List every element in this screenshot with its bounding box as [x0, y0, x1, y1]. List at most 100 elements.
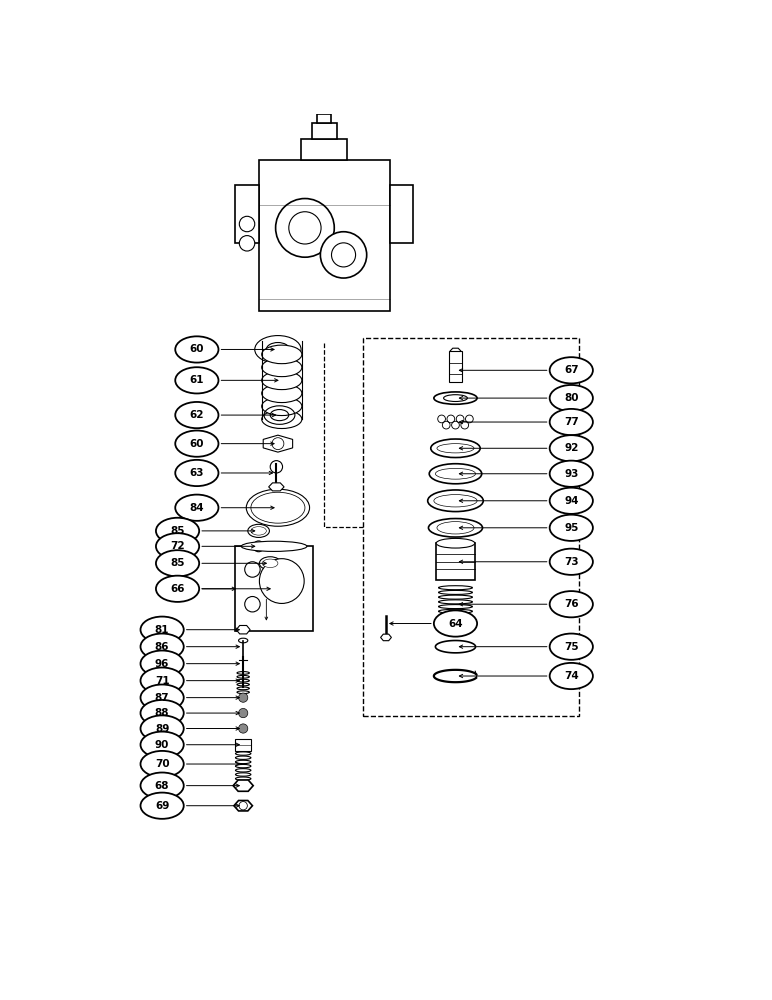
Polygon shape: [233, 780, 253, 791]
Ellipse shape: [141, 634, 184, 660]
Ellipse shape: [175, 460, 218, 486]
Text: 90: 90: [155, 740, 169, 750]
Text: 74: 74: [564, 671, 579, 681]
Ellipse shape: [248, 524, 269, 537]
Text: 85: 85: [171, 526, 185, 536]
Ellipse shape: [141, 751, 184, 777]
Ellipse shape: [550, 385, 593, 411]
Text: 77: 77: [564, 417, 579, 427]
Text: 60: 60: [190, 439, 204, 449]
Ellipse shape: [434, 495, 477, 507]
FancyBboxPatch shape: [235, 739, 251, 751]
Text: 63: 63: [190, 468, 204, 478]
Circle shape: [239, 216, 255, 232]
Text: 89: 89: [155, 724, 169, 734]
Ellipse shape: [428, 490, 483, 512]
FancyBboxPatch shape: [436, 543, 475, 580]
Text: 69: 69: [155, 801, 169, 811]
Ellipse shape: [550, 409, 593, 435]
Circle shape: [245, 596, 260, 612]
Polygon shape: [381, 634, 391, 641]
FancyBboxPatch shape: [235, 546, 313, 631]
Ellipse shape: [550, 663, 593, 689]
Text: 64: 64: [449, 619, 462, 629]
FancyBboxPatch shape: [390, 185, 413, 243]
Text: 66: 66: [171, 584, 185, 594]
Ellipse shape: [550, 549, 593, 575]
Text: 93: 93: [564, 469, 578, 479]
Ellipse shape: [262, 410, 302, 429]
Text: 75: 75: [564, 642, 578, 652]
Ellipse shape: [550, 461, 593, 487]
Text: 88: 88: [155, 708, 169, 718]
Ellipse shape: [437, 522, 474, 534]
Ellipse shape: [431, 439, 480, 458]
Circle shape: [272, 438, 284, 450]
Ellipse shape: [259, 557, 281, 570]
Ellipse shape: [251, 492, 305, 523]
Ellipse shape: [434, 392, 477, 404]
Text: 73: 73: [564, 557, 578, 567]
Ellipse shape: [141, 617, 184, 643]
Polygon shape: [234, 800, 252, 811]
Ellipse shape: [262, 397, 302, 416]
Ellipse shape: [141, 793, 184, 819]
Ellipse shape: [429, 464, 482, 484]
Ellipse shape: [239, 638, 248, 643]
Ellipse shape: [550, 435, 593, 461]
Text: 62: 62: [190, 410, 204, 420]
Ellipse shape: [550, 634, 593, 660]
Ellipse shape: [262, 559, 278, 568]
Circle shape: [331, 243, 356, 267]
Ellipse shape: [141, 700, 184, 726]
Ellipse shape: [175, 336, 218, 363]
Text: 70: 70: [155, 759, 169, 769]
Ellipse shape: [251, 527, 266, 535]
Circle shape: [320, 232, 367, 278]
Text: 60: 60: [190, 344, 204, 354]
Ellipse shape: [428, 519, 482, 537]
Ellipse shape: [550, 357, 593, 383]
FancyBboxPatch shape: [301, 139, 347, 160]
Ellipse shape: [444, 395, 467, 401]
Circle shape: [239, 693, 248, 702]
Ellipse shape: [437, 444, 474, 453]
Ellipse shape: [141, 685, 184, 711]
Ellipse shape: [550, 591, 593, 617]
Circle shape: [239, 724, 248, 733]
Circle shape: [239, 708, 248, 718]
Ellipse shape: [156, 576, 199, 602]
Ellipse shape: [141, 732, 184, 758]
Polygon shape: [269, 483, 284, 491]
Ellipse shape: [175, 495, 218, 521]
FancyBboxPatch shape: [235, 185, 259, 243]
Text: 71: 71: [155, 676, 169, 686]
Ellipse shape: [550, 515, 593, 541]
Ellipse shape: [156, 550, 199, 576]
Ellipse shape: [262, 358, 302, 377]
Ellipse shape: [262, 345, 302, 364]
Text: 61: 61: [190, 375, 204, 385]
Circle shape: [239, 236, 255, 251]
Ellipse shape: [175, 431, 218, 457]
Text: 80: 80: [564, 393, 578, 403]
Circle shape: [245, 562, 260, 577]
Ellipse shape: [175, 402, 218, 428]
Ellipse shape: [141, 715, 184, 742]
FancyBboxPatch shape: [317, 114, 331, 123]
Ellipse shape: [435, 468, 476, 479]
Ellipse shape: [262, 384, 302, 403]
Circle shape: [239, 802, 247, 810]
Ellipse shape: [246, 489, 310, 526]
Ellipse shape: [156, 533, 199, 559]
Polygon shape: [263, 435, 293, 452]
Text: 81: 81: [155, 625, 169, 635]
Polygon shape: [450, 348, 461, 354]
Text: 95: 95: [564, 523, 578, 533]
Text: 87: 87: [155, 693, 169, 703]
Text: 68: 68: [155, 781, 169, 791]
Circle shape: [276, 199, 334, 257]
Text: 85: 85: [171, 558, 185, 568]
Ellipse shape: [436, 538, 475, 548]
Text: 67: 67: [564, 365, 578, 375]
